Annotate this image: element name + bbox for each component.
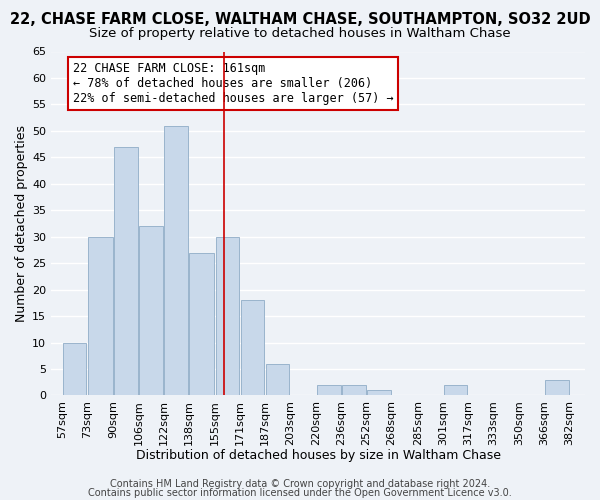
Bar (317, 385, 341, 396)
Text: Contains public sector information licensed under the Open Government Licence v3: Contains public sector information licen… (88, 488, 512, 498)
Bar (367, 390, 391, 396)
Bar (215, 236, 239, 396)
Text: Contains HM Land Registry data © Crown copyright and database right 2024.: Contains HM Land Registry data © Crown c… (110, 479, 490, 489)
Bar (88, 236, 113, 396)
Text: 22 CHASE FARM CLOSE: 161sqm
← 78% of detached houses are smaller (206)
22% of se: 22 CHASE FARM CLOSE: 161sqm ← 78% of det… (73, 62, 393, 105)
X-axis label: Distribution of detached houses by size in Waltham Chase: Distribution of detached houses by size … (136, 450, 500, 462)
Bar (164, 126, 188, 396)
Bar (189, 252, 214, 396)
Text: 22, CHASE FARM CLOSE, WALTHAM CHASE, SOUTHAMPTON, SO32 2UD: 22, CHASE FARM CLOSE, WALTHAM CHASE, SOU… (10, 12, 590, 28)
Bar (266, 364, 289, 396)
Y-axis label: Number of detached properties: Number of detached properties (15, 125, 28, 322)
Text: Size of property relative to detached houses in Waltham Chase: Size of property relative to detached ho… (89, 28, 511, 40)
Bar (139, 226, 163, 396)
Bar (114, 147, 138, 396)
Bar (545, 380, 569, 396)
Bar (63, 342, 86, 396)
Bar (241, 300, 265, 396)
Bar (342, 385, 366, 396)
Bar (443, 385, 467, 396)
